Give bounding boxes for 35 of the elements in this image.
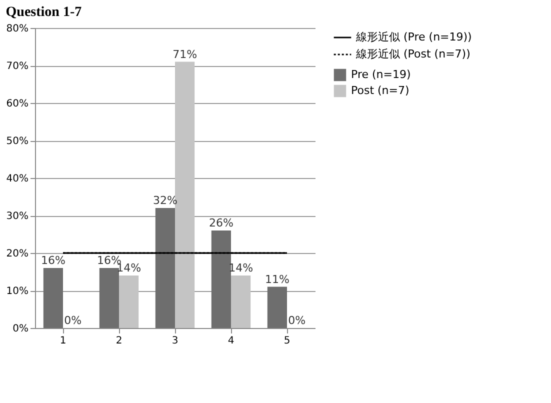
bar [155,208,175,328]
y-tick-label: 30% [6,211,28,222]
legend-label: 線形近似 (Pre (n=19)) [355,30,472,44]
data-label: 71% [172,48,198,61]
bar [119,276,139,328]
y-tick-label: 10% [6,286,28,297]
data-label: 0% [288,314,306,327]
data-label: 14% [116,262,142,274]
chart-title: Question 1-7 [6,5,82,20]
y-tick-label: 80% [6,24,28,34]
x-tick-label: 1 [60,336,66,346]
data-label: 0% [64,314,82,327]
bar [211,230,231,328]
data-label: 32% [152,194,178,207]
data-label: 26% [208,216,234,230]
bar [267,286,287,328]
y-tick-label: 60% [6,98,28,110]
x-tick-label: 3 [172,336,178,346]
bar [175,62,195,328]
bar [231,276,251,328]
y-tick-label: 0% [12,324,28,334]
data-label: 11% [264,272,290,286]
legend-label: 線形近似 (Post (n=7)) [355,48,470,60]
y-tick-label: 40% [6,174,28,184]
y-tick-label: 70% [6,61,28,72]
bar [99,268,119,328]
legend-label: Pre (n=19) [351,68,411,81]
legend-label: Post (n=7) [351,84,410,97]
data-label: 16% [40,254,66,267]
x-tick-label: 2 [116,336,122,346]
y-tick-label: 20% [6,248,28,260]
x-tick-label: 5 [284,336,290,346]
y-tick-label: 50% [6,136,28,147]
bar [43,268,63,328]
x-tick-label: 4 [228,336,234,346]
